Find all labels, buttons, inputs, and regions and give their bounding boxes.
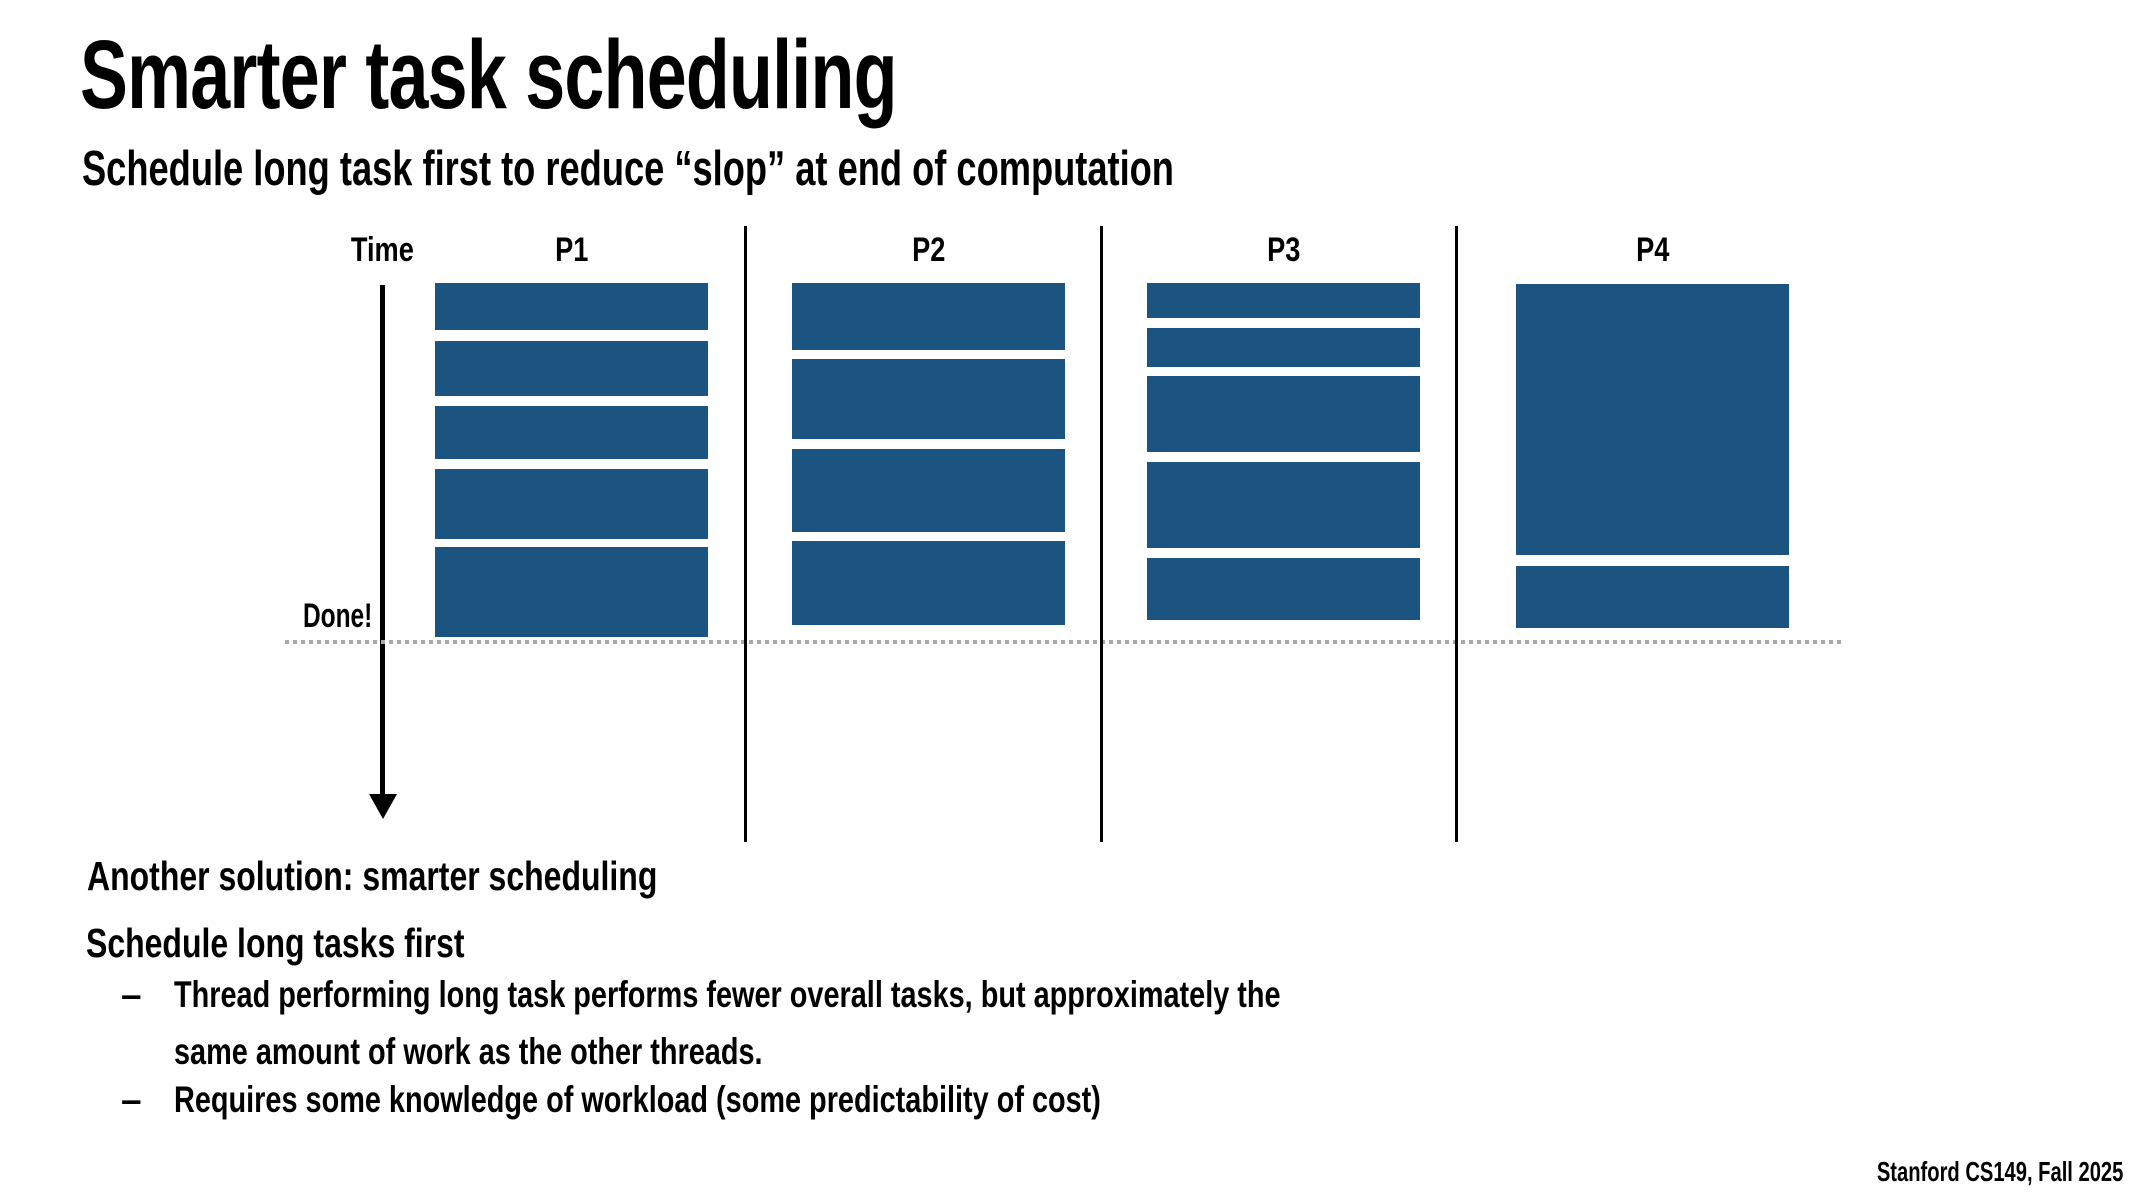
task-bar-p3 [1147,283,1420,318]
column-divider [1100,226,1103,842]
bullet-dash: – [121,974,142,1015]
bullet-item: – Thread performing long task performs fe… [121,974,1593,1016]
task-bar-p2 [792,449,1065,532]
processor-label-p4: P4 [1635,231,1670,269]
bullet-text: same amount of work as the other threads… [174,1031,763,1072]
bullet-item: – Requires some knowledge of workload (so… [121,1079,1362,1121]
bullet-dash: – [121,1079,142,1120]
subtitle-text: Schedule long task first to reduce “slop… [82,142,1174,196]
arrow-down-icon [369,794,397,819]
task-bar-p1 [435,469,708,539]
task-bar-p4 [1516,566,1789,628]
task-bar-p1 [435,547,708,637]
task-bar-p2 [792,359,1065,439]
task-bar-p2 [792,541,1065,625]
time-axis-label: Time [350,231,414,269]
task-bar-p1 [435,283,708,330]
task-bar-p2 [792,283,1065,350]
time-arrow-line [380,285,385,797]
task-bar-p1 [435,406,708,459]
column-divider [1455,226,1458,842]
task-bar-p3 [1147,376,1420,452]
done-dotted-line [285,640,1845,644]
task-bar-p4 [1516,284,1789,555]
bullet-text: Thread performing long task performs few… [174,974,1281,1015]
note-heading: Another solution: smarter scheduling [87,853,658,899]
task-bar-p3 [1147,462,1420,548]
done-label: Done! [302,597,372,635]
bullet-text: Requires some knowledge of workload (som… [174,1079,1101,1120]
subtitle: Schedule long task first to reduce “slop… [82,142,1558,197]
processor-label-p2: P2 [911,231,946,269]
bullet-item-continuation: same amount of work as the other threads… [174,1031,929,1073]
processor-label-p1: P1 [554,231,589,269]
footer-course-label: Stanford CS149, Fall 2025 [1876,1156,2123,1187]
task-bar-p3 [1147,328,1420,367]
page-title: Smarter task scheduling [80,20,1184,129]
page-title-text: Smarter task scheduling [80,20,897,129]
task-bar-p1 [435,341,708,396]
column-divider [744,226,747,842]
note-subheading: Schedule long tasks first [86,920,465,966]
task-bar-p3 [1147,558,1420,620]
processor-label-p3: P3 [1266,231,1301,269]
